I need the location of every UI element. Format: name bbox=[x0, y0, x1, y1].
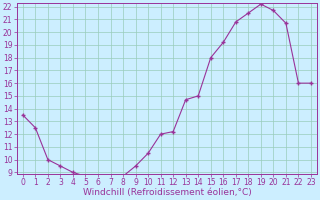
X-axis label: Windchill (Refroidissement éolien,°C): Windchill (Refroidissement éolien,°C) bbox=[83, 188, 251, 197]
